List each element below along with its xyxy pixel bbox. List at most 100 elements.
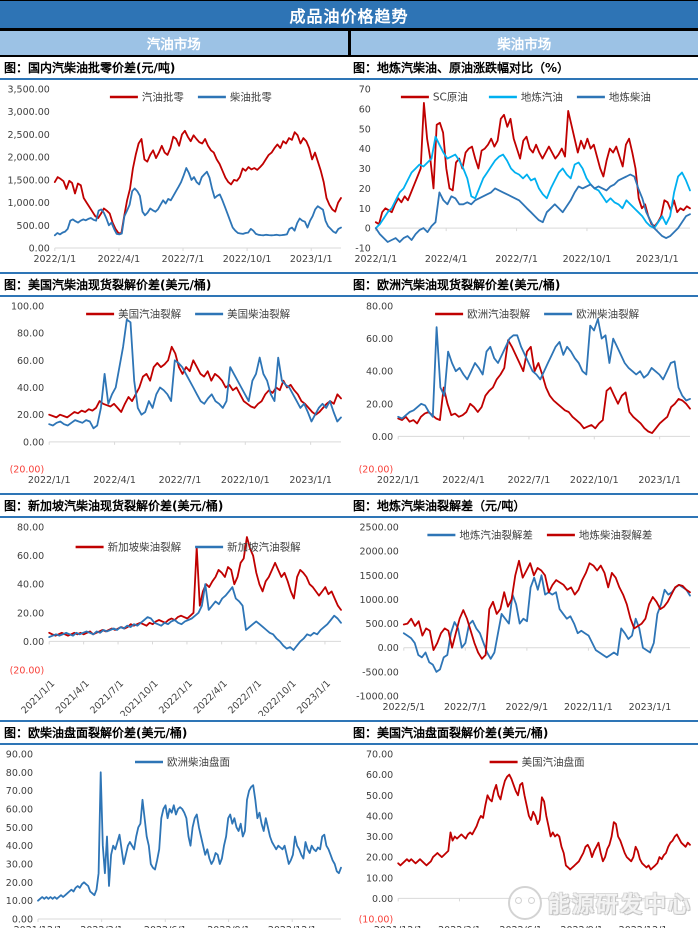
svg-text:(20.00): (20.00)	[10, 666, 45, 677]
us-crack-chart: (20.00) 0.00 20.00 40.00 60.00 80.00 100.00 202…	[10, 302, 342, 486]
svg-text:20.00: 20.00	[366, 853, 393, 864]
svg-text:500.00: 500.00	[17, 221, 50, 232]
svg-text:2022/1/1: 2022/1/1	[157, 678, 195, 716]
svg-text:2022/10/1: 2022/10/1	[570, 475, 619, 486]
svg-text:0: 0	[365, 224, 371, 235]
svg-text:2022/1/1: 2022/1/1	[28, 475, 71, 486]
svg-text:0.00: 0.00	[378, 643, 399, 654]
svg-text:1,000.00: 1,000.00	[7, 198, 49, 209]
svg-text:2022/9/1: 2022/9/1	[560, 925, 603, 928]
svg-text:2022/10/1: 2022/10/1	[563, 254, 612, 265]
svg-text:2022/10/1: 2022/10/1	[223, 254, 272, 265]
market-column-headers: 汽油市场 柴油市场	[0, 31, 698, 57]
svg-text:50: 50	[359, 124, 371, 135]
svg-text:20.00: 20.00	[366, 399, 393, 410]
svg-text:欧洲柴油盘面: 欧洲柴油盘面	[167, 756, 230, 769]
chart-title-us-gasoline-futures: 图：美国汽油盘面裂解价差(美元/桶)	[353, 726, 549, 740]
eu-diesel-futures-chart: 0.00 10.00 20.00 30.00 40.00 50.00 60.00 70.00 8…	[6, 750, 342, 928]
svg-text:2022/4/1: 2022/4/1	[93, 475, 136, 486]
svg-text:2022/12/1: 2022/12/1	[619, 925, 668, 928]
svg-text:美国汽油盘面: 美国汽油盘面	[522, 756, 585, 769]
domestic-spread-chart: 0.00 500.00 1,000.00 1,500.00 2,000.00 2,500.…	[7, 85, 342, 265]
chart-row-1: 图：国内汽柴油批零价差(元/吨) 图：地炼汽柴油、原油涨跌幅对比（%） 0.00…	[0, 57, 698, 274]
svg-text:2022/7/1: 2022/7/1	[508, 475, 551, 486]
svg-text:2022/4/1: 2022/4/1	[442, 475, 485, 486]
svg-text:2023/1/1: 2023/1/1	[295, 678, 333, 716]
svg-text:(20.00): (20.00)	[359, 465, 394, 476]
svg-text:500.00: 500.00	[366, 619, 399, 630]
svg-text:汽油批零: 汽油批零	[142, 91, 184, 104]
svg-text:地炼柴油裂解差: 地炼柴油裂解差	[579, 529, 653, 542]
svg-text:0.00: 0.00	[29, 244, 50, 255]
svg-text:3,000.00: 3,000.00	[7, 107, 49, 118]
svg-text:2022/1/1: 2022/1/1	[377, 475, 420, 486]
svg-text:90.00: 90.00	[6, 750, 33, 761]
svg-text:20.00: 20.00	[17, 608, 44, 619]
svg-text:2022/4/1: 2022/4/1	[192, 678, 230, 716]
svg-text:0.00: 0.00	[23, 637, 44, 648]
singapore-crack-chart: (20.00) 0.00 20.00 40.00 60.00 80.00 2021/1/1 2…	[10, 523, 342, 721]
svg-text:2023/1/1: 2023/1/1	[636, 254, 679, 265]
eu-crack-chart: (20.00) 0.00 20.00 40.00 60.00 80.00 2022/1/1 2…	[359, 302, 691, 486]
svg-text:60.00: 60.00	[366, 770, 393, 781]
svg-text:80.00: 80.00	[17, 523, 44, 534]
svg-text:2022/6/1: 2022/6/1	[144, 925, 187, 928]
svg-text:30.00: 30.00	[6, 860, 33, 871]
svg-text:10.00: 10.00	[366, 873, 393, 884]
svg-text:40: 40	[359, 144, 371, 155]
svg-text:2022/7/1: 2022/7/1	[444, 702, 487, 713]
svg-text:2500.00: 2500.00	[360, 523, 399, 534]
svg-text:2022/4/1: 2022/4/1	[98, 254, 141, 265]
refinery-crack-chart: -1000.00 -500.00 0.00 500.00 1000.00 1500.00 2…	[356, 523, 691, 713]
svg-text:2023/1/1: 2023/1/1	[290, 254, 333, 265]
svg-text:50.00: 50.00	[366, 791, 393, 802]
svg-text:50.00: 50.00	[6, 823, 33, 834]
svg-text:0.00: 0.00	[23, 437, 44, 448]
svg-text:2022/7/1: 2022/7/1	[495, 254, 538, 265]
chart-title-eu-diesel-futures: 图：欧柴油盘面裂解价差(美元/桶)	[4, 726, 188, 740]
svg-text:SC原油: SC原油	[433, 91, 468, 104]
chart-row-2: 图：美国汽柴油现货裂解价差(美元/桶) 图：欧洲汽柴油现货裂解价差(美元/桶) …	[0, 274, 698, 495]
svg-text:60.00: 60.00	[17, 551, 44, 562]
svg-text:2021/12/1: 2021/12/1	[14, 925, 63, 928]
svg-text:2022/11/1: 2022/11/1	[564, 702, 613, 713]
svg-text:40.00: 40.00	[17, 383, 44, 394]
svg-text:10.00: 10.00	[6, 896, 33, 907]
svg-text:0.00: 0.00	[12, 915, 33, 926]
svg-text:2022/3/1: 2022/3/1	[80, 925, 123, 928]
svg-text:10: 10	[359, 204, 371, 215]
svg-text:2,000.00: 2,000.00	[7, 153, 49, 164]
svg-text:40.00: 40.00	[6, 841, 33, 852]
svg-text:30.00: 30.00	[366, 832, 393, 843]
svg-text:(20.00): (20.00)	[10, 465, 45, 476]
svg-text:80.00: 80.00	[6, 768, 33, 779]
chart-row-3: 图：新加坡汽柴油现货裂解价差(美元/桶) 图：地炼汽柴油裂解差（元/吨） (20…	[0, 495, 698, 722]
column-header-gasoline: 汽油市场	[0, 31, 351, 55]
chart-title-refinery-crack: 图：地炼汽柴油裂解差（元/吨）	[353, 499, 526, 513]
page-title: 成品油价格趋势	[289, 6, 409, 26]
svg-text:2022/12/1: 2022/12/1	[268, 925, 317, 928]
svg-text:80.00: 80.00	[366, 302, 393, 313]
svg-text:1500.00: 1500.00	[360, 571, 399, 582]
svg-text:0.00: 0.00	[372, 894, 393, 905]
svg-text:60.00: 60.00	[6, 805, 33, 816]
svg-text:地炼柴油: 地炼柴油	[609, 91, 651, 104]
svg-text:2022/4/1: 2022/4/1	[425, 254, 468, 265]
svg-text:70.00: 70.00	[6, 786, 33, 797]
svg-text:2022/7/1: 2022/7/1	[162, 254, 205, 265]
svg-text:40.00: 40.00	[366, 367, 393, 378]
svg-text:1,500.00: 1,500.00	[7, 175, 49, 186]
svg-text:2022/5/1: 2022/5/1	[382, 702, 425, 713]
svg-text:2021/12/1: 2021/12/1	[374, 925, 423, 928]
svg-text:0.00: 0.00	[372, 432, 393, 443]
column-header-diesel: 柴油市场	[497, 37, 552, 53]
svg-text:欧洲柴油裂解: 欧洲柴油裂解	[576, 308, 639, 321]
svg-text:20.00: 20.00	[6, 878, 33, 889]
svg-text:40.00: 40.00	[17, 580, 44, 591]
svg-text:40.00: 40.00	[366, 811, 393, 822]
svg-text:2022/9/1: 2022/9/1	[506, 702, 549, 713]
svg-text:-1000.00: -1000.00	[356, 692, 399, 703]
svg-text:2021/1/1: 2021/1/1	[19, 678, 57, 716]
svg-text:地炼汽油: 地炼汽油	[521, 91, 563, 104]
svg-text:2023/1/1: 2023/1/1	[638, 475, 681, 486]
